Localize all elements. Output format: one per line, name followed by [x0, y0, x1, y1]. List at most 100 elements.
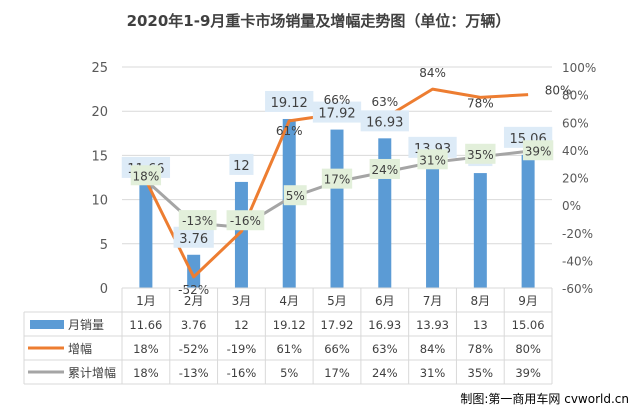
table-cell-value: 80% — [515, 342, 541, 356]
table-cell-value: 12 — [234, 318, 249, 332]
left-axis-tick-label: 5 — [100, 238, 108, 253]
growth-value-label: 63% — [371, 95, 398, 109]
bar-value-label: 12 — [233, 159, 250, 174]
left-axis-tick-label: 20 — [91, 105, 108, 120]
table-cell-value: 16.93 — [368, 318, 401, 332]
category-label: 2月 — [184, 294, 204, 308]
cumulative-value-label: -13% — [182, 214, 213, 228]
growth-value-label: 61% — [276, 124, 303, 138]
table-cell-value: 3.76 — [181, 318, 207, 332]
table-cell-value: -19% — [227, 342, 257, 356]
category-label: 3月 — [232, 294, 252, 308]
bar-value-label: 16.93 — [366, 115, 403, 130]
right-axis-tick-label: 100% — [562, 61, 596, 75]
category-label: 9月 — [518, 294, 538, 308]
legend-label: 增幅 — [68, 341, 92, 356]
bar — [139, 184, 153, 288]
cumulative-value-label: 5% — [286, 189, 305, 203]
left-axis-tick-label: 25 — [91, 61, 108, 76]
bar-value-label-box — [265, 90, 314, 112]
bar-value-label: 3.76 — [179, 232, 208, 247]
growth-value-label: -52% — [178, 283, 209, 297]
table-cell-value: 78% — [468, 342, 494, 356]
cumulative-value-label: 18% — [133, 169, 160, 183]
cumulative-value-label: 24% — [371, 163, 398, 177]
bar — [521, 154, 535, 288]
table-cell-value: 63% — [372, 342, 398, 356]
cumulative-value-label-box — [283, 185, 307, 206]
table-cell-value: 17% — [324, 366, 350, 380]
table-cell-value: 17.92 — [321, 318, 354, 332]
left-axis-tick-label: 10 — [91, 194, 108, 209]
bar-value-label-box — [360, 110, 409, 132]
table-cell-value: -13% — [179, 366, 209, 380]
table-cell-value: 19.12 — [273, 318, 306, 332]
table-cell-value: -16% — [227, 366, 257, 380]
category-label: 4月 — [279, 294, 299, 308]
right-axis-tick-label: 0% — [562, 199, 581, 213]
legend-label: 月销量 — [68, 318, 104, 332]
category-label: 7月 — [423, 294, 443, 308]
cumulative-value-label: 35% — [467, 148, 494, 162]
bar-value-label: 19.12 — [271, 96, 308, 111]
left-axis-tick-label: 15 — [91, 149, 108, 164]
growth-value-label: 84% — [419, 66, 446, 80]
category-label: 8月 — [471, 294, 491, 308]
bar — [426, 164, 440, 288]
cumulative-value-label-box — [321, 168, 353, 189]
chart-title: 2020年1-9月重卡市场销量及增幅走势图（单位：万辆） — [126, 12, 511, 30]
legend-label: 累计增幅 — [68, 365, 116, 380]
right-axis-tick-label: 80% — [562, 89, 589, 103]
legend-key-bar — [30, 320, 64, 329]
growth-value-label: 80% — [545, 84, 572, 98]
bar — [234, 181, 248, 288]
category-label: 5月 — [327, 294, 347, 308]
table-cell-value: 24% — [372, 366, 398, 380]
cumulative-value-label-box — [130, 165, 162, 186]
right-axis-tick-label: -20% — [562, 227, 593, 241]
bar — [187, 254, 201, 288]
table-cell-value: -52% — [179, 342, 209, 356]
right-axis-tick-label: 60% — [562, 116, 589, 130]
bar-value-label: 17.92 — [318, 107, 355, 122]
cumulative-value-label-box — [417, 149, 448, 170]
growth-value-label: 66% — [324, 93, 351, 107]
category-label: 6月 — [375, 294, 395, 308]
table-cell-value: 13 — [473, 318, 488, 332]
right-axis-tick-label: 40% — [562, 144, 589, 158]
cumulative-value-label-box — [226, 210, 265, 231]
cumulative-value-label-box — [178, 210, 217, 231]
right-axis-tick-label: -60% — [562, 282, 593, 296]
table-cell-value: 61% — [276, 342, 302, 356]
table-cell-value: 18% — [133, 342, 159, 356]
right-axis-tick-label: -40% — [562, 254, 593, 268]
table-cell-value: 18% — [133, 366, 159, 380]
cumulative-value-label: 17% — [324, 173, 351, 187]
cumulative-value-label-box — [522, 140, 554, 161]
table-cell-value: 31% — [420, 366, 446, 380]
bar — [473, 173, 487, 288]
bar — [330, 129, 344, 288]
category-label: 1月 — [136, 294, 156, 308]
cumulative-value-label: 31% — [419, 153, 446, 167]
table-cell-value: 39% — [515, 366, 541, 380]
bar-value-label-box — [229, 153, 254, 175]
right-axis-tick-label: 20% — [562, 172, 589, 186]
cumulative-value-label-box — [369, 158, 400, 179]
table-cell-value: 84% — [420, 342, 446, 356]
table-cell-value: 11.66 — [129, 318, 162, 332]
watermark: 制图:第一商用车网 cvworld.cn — [460, 392, 629, 406]
cumulative-value-label-box — [465, 143, 496, 164]
cumulative-value-label: 39% — [525, 144, 552, 158]
table-cell-value: 35% — [468, 366, 494, 380]
table-cell-value: 66% — [324, 342, 350, 356]
table-cell-value: 13.93 — [416, 318, 449, 332]
growth-value-label: 78% — [467, 96, 494, 110]
bar-value-label-box — [312, 101, 362, 123]
bar-value-label-box — [173, 226, 214, 248]
table-cell-value: 15.06 — [512, 318, 545, 332]
cumulative-value-label: -16% — [230, 214, 261, 228]
table-cell-value: 5% — [280, 366, 298, 380]
